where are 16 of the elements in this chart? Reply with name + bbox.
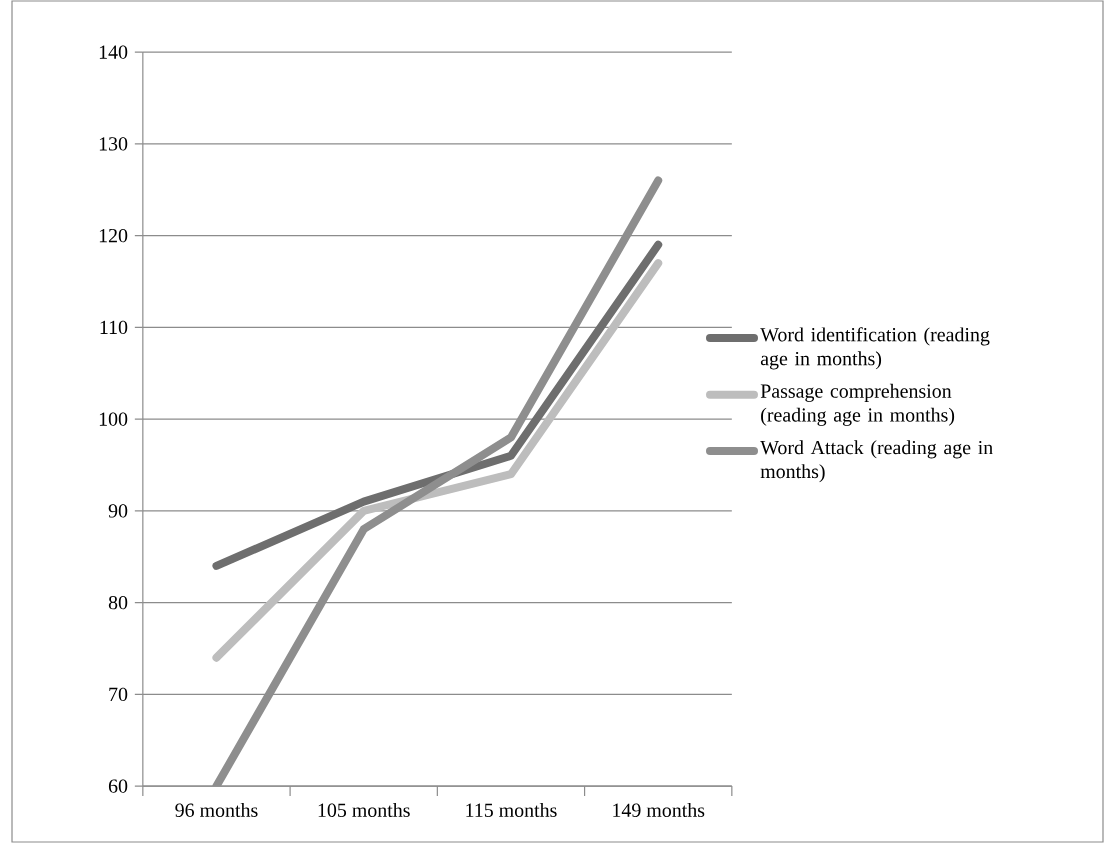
y-tick-label: 90 [108,504,128,518]
legend-label: Passage comprehension (reading age in months) [760,383,955,426]
y-tick-label: 60 [108,779,128,793]
y-tick-label: 100 [99,412,128,426]
x-tick-label: 96 months [175,802,258,817]
x-tick-label: 115 months [466,802,557,817]
y-tick-label: 80 [108,595,128,610]
y-tick-label: 70 [109,687,128,702]
x-tick-label: 149 months [613,802,705,817]
y-tick-label: 110 [100,320,128,335]
legend-label: Word identification (reading age in months) [760,327,990,370]
y-tick-label: 140 [99,45,128,59]
y-tick-label: 130 [99,137,128,151]
x-tick-label: 105 months [318,802,410,817]
y-tick-label: 120 [99,228,128,243]
legend-label: Word Attack (reading age in months) [760,440,993,483]
